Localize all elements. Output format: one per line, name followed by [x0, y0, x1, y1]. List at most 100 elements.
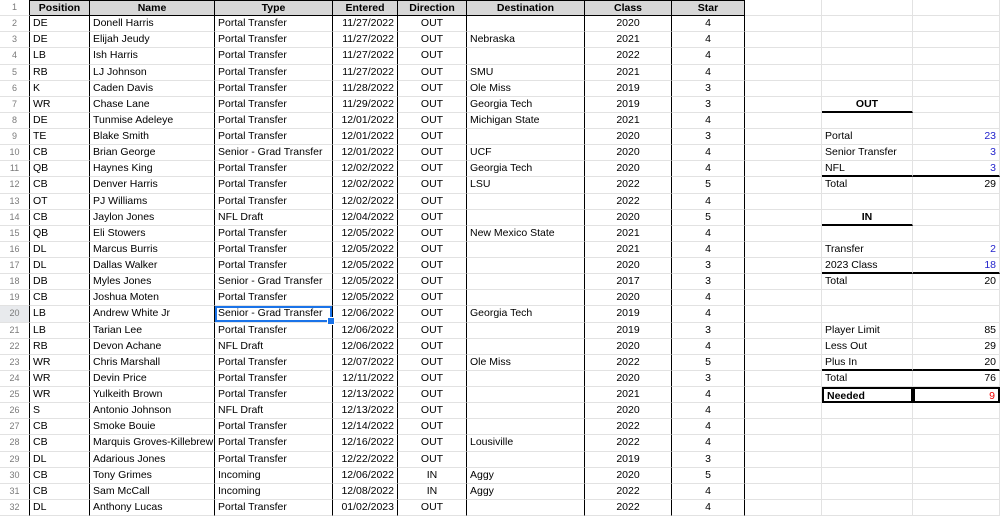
cell-name-row31[interactable]: Sam McCall — [90, 483, 215, 500]
cell-class-row10[interactable]: 2020 — [585, 145, 672, 162]
cell-blank-row5[interactable] — [745, 64, 822, 81]
cell-destination-row7[interactable]: Georgia Tech — [467, 96, 585, 113]
cell-entered-row2[interactable]: 11/27/2022 — [333, 16, 398, 33]
cell-entered-row24[interactable]: 12/11/2022 — [333, 370, 398, 387]
cell-destination-row6[interactable]: Ole Miss — [467, 80, 585, 97]
cell-sumlabel-row13[interactable] — [822, 193, 913, 210]
row-header-12[interactable]: 12 — [0, 177, 30, 194]
cell-position-row22[interactable]: RB — [30, 338, 90, 355]
cell-blank-row26[interactable] — [745, 403, 822, 420]
cell-position-row27[interactable]: CB — [30, 419, 90, 436]
cell-name-row21[interactable]: Tarian Lee — [90, 322, 215, 339]
cell-direction-row30[interactable]: IN — [398, 467, 467, 484]
cell-direction-row31[interactable]: IN — [398, 483, 467, 500]
cell-entered-row29[interactable]: 12/22/2022 — [333, 451, 398, 468]
cell-name-row23[interactable]: Chris Marshall — [90, 354, 215, 371]
row-header-15[interactable]: 15 — [0, 225, 30, 242]
cell-star-row14[interactable]: 5 — [672, 209, 745, 226]
cell-blank-row3[interactable] — [745, 32, 822, 49]
cell-entered-row30[interactable]: 12/06/2022 — [333, 467, 398, 484]
cell-position-row19[interactable]: CB — [30, 290, 90, 307]
cell-sumvalue-row19[interactable] — [913, 290, 1000, 307]
cell-name-row2[interactable]: Donell Harris — [90, 16, 215, 33]
cell-star-row24[interactable]: 3 — [672, 370, 745, 387]
row-header-9[interactable]: 9 — [0, 129, 30, 146]
cell-direction-row16[interactable]: OUT — [398, 241, 467, 258]
cell-blank-row17[interactable] — [745, 258, 822, 275]
cell-name-row14[interactable]: Jaylon Jones — [90, 209, 215, 226]
cell-position-row24[interactable]: WR — [30, 370, 90, 387]
cell-name-row12[interactable]: Denver Harris — [90, 177, 215, 194]
cell-entered-row31[interactable]: 12/08/2022 — [333, 483, 398, 500]
cell-star-row30[interactable]: 5 — [672, 467, 745, 484]
cell-destination-row25[interactable] — [467, 387, 585, 404]
cell-position-row3[interactable]: DE — [30, 32, 90, 49]
cell-entered-row16[interactable]: 12/05/2022 — [333, 241, 398, 258]
cell-entered-row26[interactable]: 12/13/2022 — [333, 403, 398, 420]
cell-sumvalue-row29[interactable] — [913, 451, 1000, 468]
cell-direction-row5[interactable]: OUT — [398, 64, 467, 81]
cell-destination-row20[interactable]: Georgia Tech — [467, 306, 585, 323]
cell-direction-row32[interactable]: OUT — [398, 499, 467, 516]
cell-position-row11[interactable]: QB — [30, 161, 90, 178]
cell-blank-row21[interactable] — [745, 322, 822, 339]
cell-sumvalue-row2[interactable] — [913, 16, 1000, 33]
cell-entered-row21[interactable]: 12/06/2022 — [333, 322, 398, 339]
cell-destination-row30[interactable]: Aggy — [467, 467, 585, 484]
cell-type-row2[interactable]: Portal Transfer — [215, 16, 333, 33]
cell-type-row3[interactable]: Portal Transfer — [215, 32, 333, 49]
cell-entered-row13[interactable]: 12/02/2022 — [333, 193, 398, 210]
cell-class-row12[interactable]: 2022 — [585, 177, 672, 194]
cell-name-row4[interactable]: Ish Harris — [90, 48, 215, 65]
row-header-13[interactable]: 13 — [0, 193, 30, 210]
row-header-20[interactable]: 20 — [0, 306, 30, 323]
row-header-29[interactable]: 29 — [0, 451, 30, 468]
cell-entered-row18[interactable]: 12/05/2022 — [333, 274, 398, 291]
row-header-16[interactable]: 16 — [0, 241, 30, 258]
cell-type-row29[interactable]: Portal Transfer — [215, 451, 333, 468]
cell-destination-row2[interactable] — [467, 16, 585, 33]
cell-entered-row27[interactable]: 12/14/2022 — [333, 419, 398, 436]
cell-blank-row10[interactable] — [745, 145, 822, 162]
cell-name-row17[interactable]: Dallas Walker — [90, 258, 215, 275]
cell-blank-row6[interactable] — [745, 80, 822, 97]
cell-direction-row25[interactable]: OUT — [398, 387, 467, 404]
cell-sumlabel-row27[interactable] — [822, 419, 913, 436]
cell-star-row8[interactable]: 4 — [672, 112, 745, 129]
cell-blank-row30[interactable] — [745, 467, 822, 484]
cell-blank-row9[interactable] — [745, 129, 822, 146]
cell-star-row16[interactable]: 4 — [672, 241, 745, 258]
cell-sumlabel-row30[interactable] — [822, 467, 913, 484]
cell-type-row21[interactable]: Portal Transfer — [215, 322, 333, 339]
cell-star-row25[interactable]: 4 — [672, 387, 745, 404]
cell-type-row27[interactable]: Portal Transfer — [215, 419, 333, 436]
cell-destination-row21[interactable] — [467, 322, 585, 339]
cell-blank-row8[interactable] — [745, 112, 822, 129]
cell-sumvalue-row1[interactable] — [913, 0, 1000, 17]
cell-name-row6[interactable]: Caden Davis — [90, 80, 215, 97]
cell-star-row9[interactable]: 3 — [672, 129, 745, 146]
cell-type-row16[interactable]: Portal Transfer — [215, 241, 333, 258]
cell-destination-row18[interactable] — [467, 274, 585, 291]
row-header-28[interactable]: 28 — [0, 435, 30, 452]
cell-position-row13[interactable]: OT — [30, 193, 90, 210]
cell-direction-row29[interactable]: OUT — [398, 451, 467, 468]
cell-entered-row15[interactable]: 12/05/2022 — [333, 225, 398, 242]
row-header-5[interactable]: 5 — [0, 64, 30, 81]
row-header-11[interactable]: 11 — [0, 161, 30, 178]
cell-destination-row23[interactable]: Ole Miss — [467, 354, 585, 371]
cell-entered-row14[interactable]: 12/04/2022 — [333, 209, 398, 226]
header-destination[interactable]: Destination — [467, 0, 585, 17]
cell-entered-row5[interactable]: 11/27/2022 — [333, 64, 398, 81]
cell-sumlabel-row28[interactable] — [822, 435, 913, 452]
header-position[interactable]: Position — [30, 0, 90, 17]
cell-sumvalue-row20[interactable] — [913, 306, 1000, 323]
row-header-23[interactable]: 23 — [0, 354, 30, 371]
cell-star-row19[interactable]: 4 — [672, 290, 745, 307]
row-header-2[interactable]: 2 — [0, 16, 30, 33]
cell-sumlabel-row31[interactable] — [822, 483, 913, 500]
cell-sumvalue-row30[interactable] — [913, 467, 1000, 484]
cell-class-row13[interactable]: 2022 — [585, 193, 672, 210]
cell-direction-row14[interactable]: OUT — [398, 209, 467, 226]
row-header-32[interactable]: 32 — [0, 499, 30, 516]
